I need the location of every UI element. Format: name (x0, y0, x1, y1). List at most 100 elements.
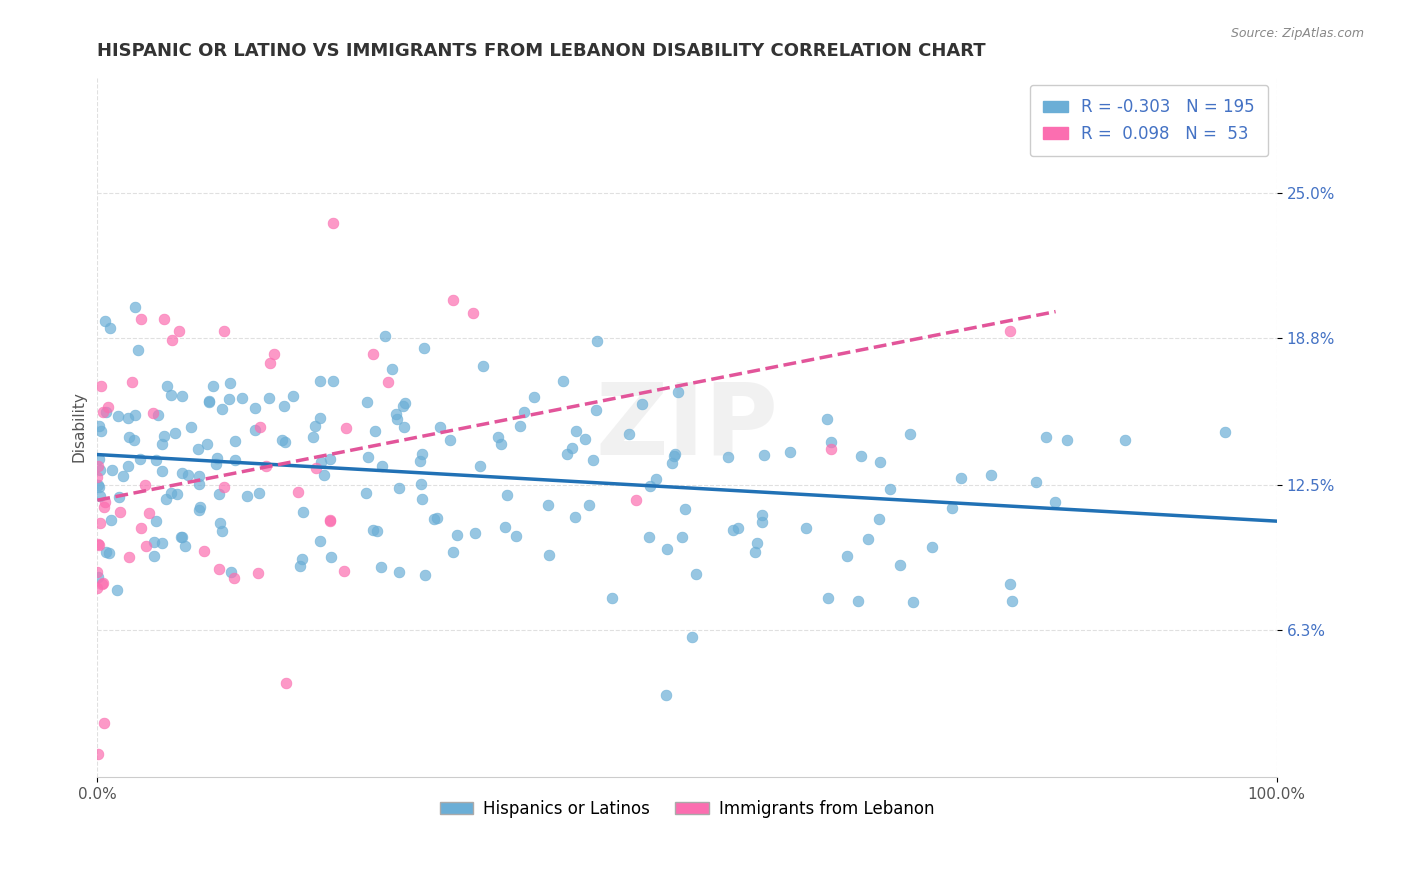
Point (89, 537, 111, 551)
Legend: Hispanics or Latinos, Immigrants from Lebanon: Hispanics or Latinos, Immigrants from Le… (433, 793, 941, 824)
Point (305, 461, 328, 475)
Point (388, 481, 411, 495)
Point (523, 390, 546, 404)
Point (163, 425, 186, 440)
Point (512, 405, 534, 419)
Point (439, 434, 461, 448)
Point (172, 466, 194, 480)
Point (370, 560, 392, 574)
Point (150, 535, 173, 549)
Point (193, 544, 215, 558)
Point (1025, 475, 1047, 490)
Point (153, 429, 176, 443)
Point (356, 395, 378, 409)
Point (186, 442, 208, 456)
Point (93, 715, 115, 730)
Point (204, 457, 226, 471)
Point (221, 565, 243, 579)
Point (155, 378, 177, 392)
Point (553, 374, 575, 388)
Point (624, 493, 647, 508)
Point (205, 450, 228, 465)
Point (413, 567, 436, 582)
Point (354, 485, 377, 500)
Point (287, 484, 309, 499)
Point (426, 511, 449, 525)
Point (630, 397, 652, 411)
Point (820, 442, 842, 457)
Point (111, 469, 134, 483)
Point (638, 479, 661, 493)
Point (138, 506, 160, 520)
Point (107, 409, 129, 423)
Point (837, 549, 859, 563)
Point (117, 459, 139, 474)
Point (356, 450, 378, 464)
Point (721, 523, 744, 537)
Point (273, 399, 295, 413)
Point (145, 453, 167, 467)
Point (124, 409, 146, 423)
Point (142, 534, 165, 549)
Point (661, 456, 683, 470)
Point (121, 375, 143, 389)
Point (461, 306, 484, 320)
Point (87, 747, 110, 761)
Point (751, 508, 773, 522)
Point (129, 312, 152, 326)
Point (1043, 495, 1066, 509)
Point (654, 689, 676, 703)
Point (195, 436, 218, 450)
Point (889, 558, 911, 572)
Point (950, 471, 973, 485)
Point (941, 501, 963, 516)
Point (752, 448, 775, 462)
Point (100, 513, 122, 527)
Point (363, 346, 385, 360)
Point (86, 581, 108, 595)
Point (779, 445, 801, 459)
Point (118, 430, 141, 444)
Point (496, 488, 519, 502)
Point (97, 400, 120, 414)
Point (1001, 594, 1024, 608)
Point (409, 454, 432, 468)
Point (335, 421, 357, 435)
Point (817, 591, 839, 605)
Point (364, 424, 387, 438)
Point (90, 577, 112, 591)
Point (309, 455, 332, 469)
Point (394, 396, 416, 410)
Point (312, 468, 335, 483)
Point (214, 480, 236, 494)
Point (619, 427, 641, 442)
Point (290, 558, 312, 573)
Point (93, 314, 115, 328)
Point (150, 437, 173, 451)
Point (97, 546, 120, 560)
Point (388, 566, 411, 580)
Point (486, 430, 509, 444)
Point (815, 412, 838, 426)
Point (637, 530, 659, 544)
Point (751, 515, 773, 529)
Point (160, 333, 183, 347)
Point (429, 419, 451, 434)
Point (170, 530, 193, 544)
Point (142, 406, 165, 420)
Point (86, 566, 108, 580)
Point (727, 521, 749, 535)
Point (645, 472, 668, 486)
Point (385, 407, 408, 421)
Point (717, 450, 740, 464)
Point (89, 490, 111, 504)
Point (361, 523, 384, 537)
Point (537, 548, 560, 562)
Point (671, 530, 693, 544)
Point (135, 539, 157, 553)
Point (243, 423, 266, 437)
Point (224, 453, 246, 467)
Point (100, 462, 122, 476)
Point (423, 512, 446, 526)
Point (565, 425, 588, 439)
